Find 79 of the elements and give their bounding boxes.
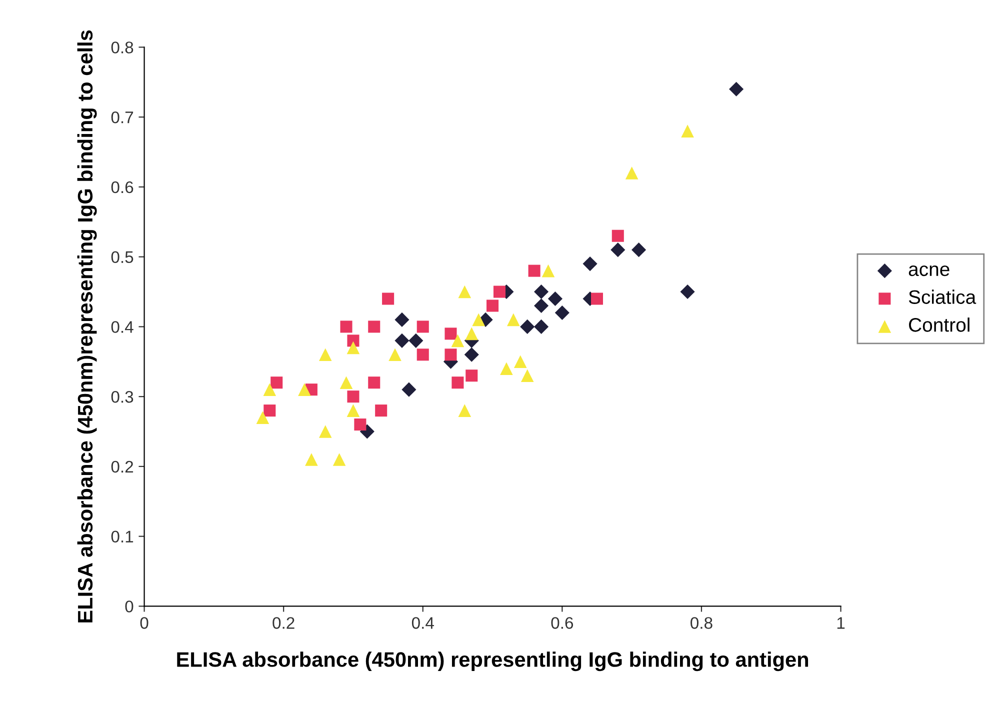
point (256, 411, 270, 424)
point (416, 320, 429, 333)
point (408, 333, 424, 348)
point (493, 286, 506, 298)
point (612, 230, 624, 242)
legend-label: acne (908, 265, 950, 276)
y-tick-label: 0.8 (111, 42, 134, 54)
point (534, 298, 549, 314)
point (264, 404, 276, 417)
y-axis-title: ELISA absorbance (450nm)representing IgG binding to cells (77, 30, 97, 622)
y-tick-label: 0.6 (111, 181, 134, 194)
point (346, 341, 360, 354)
y-tick-label: 0 (125, 600, 134, 612)
point (610, 242, 626, 258)
point (368, 320, 380, 333)
point (347, 390, 360, 403)
point (318, 425, 332, 438)
y-tick-label: 0.2 (111, 460, 134, 473)
point (444, 348, 457, 361)
point (452, 376, 464, 389)
point (632, 242, 646, 258)
y-tick-label: 0.1 (111, 530, 134, 543)
point (375, 404, 388, 417)
point (388, 348, 402, 362)
point (548, 291, 562, 306)
point (332, 453, 346, 466)
point (270, 376, 283, 389)
point (507, 313, 520, 326)
point (625, 166, 638, 180)
point (416, 348, 429, 361)
x-tick-label: 0.6 (551, 617, 574, 629)
point (340, 376, 353, 390)
point (582, 256, 598, 272)
point (486, 300, 499, 312)
point (354, 418, 366, 431)
point (458, 285, 472, 298)
y-tick-label: 0.3 (111, 390, 134, 403)
point (514, 355, 527, 368)
point (729, 82, 744, 96)
point (554, 305, 570, 320)
point (472, 313, 485, 326)
point (534, 284, 549, 300)
point (680, 284, 695, 300)
point (520, 319, 535, 334)
x-tick-label: 0 (140, 617, 148, 629)
point (465, 327, 478, 340)
y-tick-label: 0.7 (111, 111, 134, 124)
point (340, 320, 352, 333)
point (500, 362, 513, 376)
y-tick-label: 0.4 (111, 321, 134, 333)
point (382, 292, 394, 305)
legend-label: Control (909, 318, 970, 332)
point (464, 347, 479, 362)
x-tick-label: 0.2 (272, 617, 294, 629)
point (305, 453, 318, 466)
y-tick-label: 0.5 (111, 251, 134, 264)
x-tick-label: 0.4 (412, 617, 434, 629)
point (528, 264, 540, 277)
point (394, 333, 410, 348)
point (402, 382, 416, 397)
x-tick-label: 1 (837, 617, 845, 629)
point (542, 264, 555, 278)
x-axis-title: ELISA absorbance (450nm) representling IgG binding to antigen (177, 652, 808, 672)
legend-label: Sciatica (908, 290, 976, 304)
point (298, 383, 311, 396)
point (394, 312, 410, 327)
point (520, 369, 534, 382)
point (346, 404, 360, 417)
point (368, 376, 380, 389)
point (590, 292, 604, 305)
x-tick-label: 0.8 (690, 617, 712, 629)
point (466, 370, 478, 382)
point (318, 348, 332, 362)
point (263, 383, 276, 396)
point (534, 319, 549, 334)
point (451, 334, 464, 348)
point (681, 124, 694, 138)
point (458, 404, 472, 417)
point (444, 328, 457, 340)
